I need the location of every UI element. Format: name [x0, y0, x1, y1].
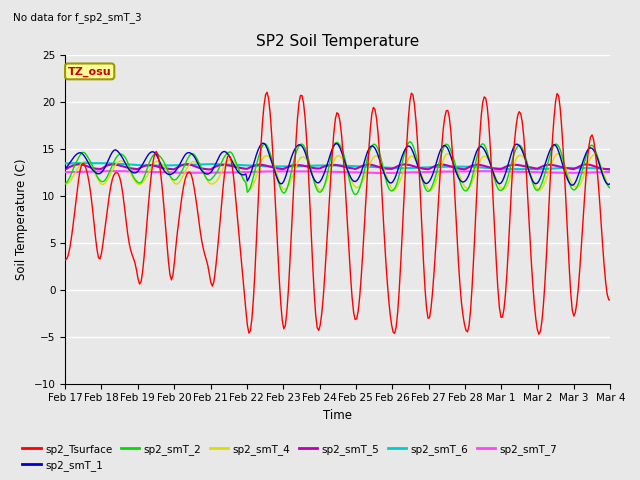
- Line: sp2_smT_1: sp2_smT_1: [65, 143, 611, 185]
- sp2_smT_6: [243, 163, 251, 168]
- sp2_Tsurface: [224, 154, 232, 160]
- sp2_smT_1: [301, 149, 309, 155]
- sp2_smT_5: [577, 163, 585, 168]
- sp2_smT_1: [224, 151, 232, 156]
- sp2_smT_7: [301, 168, 309, 174]
- sp2_smT_7: [225, 169, 233, 175]
- sp2_smT_2: [579, 165, 587, 171]
- sp2_smT_6: [607, 167, 614, 172]
- sp2_smT_7: [243, 169, 251, 175]
- sp2_smT_6: [130, 162, 138, 168]
- sp2_smT_7: [381, 170, 389, 176]
- sp2_smT_6: [301, 163, 309, 169]
- sp2_smT_6: [225, 162, 233, 168]
- Title: SP2 Soil Temperature: SP2 Soil Temperature: [256, 34, 419, 49]
- sp2_smT_1: [568, 182, 576, 188]
- sp2_smT_4: [607, 185, 614, 191]
- sp2_smT_5: [243, 166, 251, 172]
- sp2_Tsurface: [61, 257, 69, 263]
- sp2_smT_2: [224, 150, 232, 156]
- sp2_smT_4: [224, 158, 232, 164]
- sp2_smT_2: [242, 180, 250, 185]
- sp2_smT_1: [61, 166, 69, 172]
- sp2_Tsurface: [607, 297, 614, 303]
- sp2_Tsurface: [251, 269, 259, 275]
- sp2_Tsurface: [301, 115, 309, 120]
- Text: TZ_osu: TZ_osu: [68, 66, 111, 76]
- sp2_smT_1: [128, 169, 136, 175]
- sp2_smT_7: [579, 170, 587, 176]
- sp2_smT_5: [128, 166, 136, 171]
- sp2_smT_4: [428, 187, 435, 193]
- sp2_smT_4: [444, 151, 452, 156]
- Line: sp2_smT_6: sp2_smT_6: [65, 163, 611, 169]
- sp2_smT_2: [607, 185, 614, 191]
- sp2_smT_1: [251, 156, 259, 162]
- sp2_smT_4: [242, 179, 250, 185]
- sp2_smT_6: [81, 160, 89, 166]
- sp2_smT_2: [351, 192, 359, 197]
- sp2_smT_4: [128, 173, 136, 179]
- sp2_smT_7: [61, 169, 69, 175]
- sp2_smT_6: [577, 165, 585, 171]
- sp2_smT_7: [253, 169, 260, 175]
- sp2_Tsurface: [579, 219, 587, 225]
- sp2_smT_5: [183, 161, 191, 167]
- sp2_smT_7: [130, 169, 138, 175]
- Line: sp2_Tsurface: sp2_Tsurface: [65, 92, 611, 334]
- sp2_smT_2: [300, 143, 307, 148]
- sp2_smT_1: [579, 159, 587, 165]
- sp2_smT_6: [61, 161, 69, 167]
- sp2_smT_1: [259, 140, 266, 146]
- sp2_smT_6: [253, 163, 260, 169]
- sp2_Tsurface: [535, 331, 543, 337]
- sp2_smT_5: [253, 162, 260, 168]
- Y-axis label: Soil Temperature (C): Soil Temperature (C): [15, 158, 28, 280]
- Line: sp2_smT_2: sp2_smT_2: [65, 142, 611, 194]
- sp2_smT_4: [251, 178, 259, 183]
- sp2_smT_1: [607, 181, 614, 187]
- sp2_smT_5: [607, 167, 614, 172]
- sp2_smT_5: [225, 163, 233, 168]
- sp2_smT_2: [61, 180, 69, 186]
- Line: sp2_smT_4: sp2_smT_4: [65, 154, 611, 190]
- sp2_smT_2: [128, 171, 136, 177]
- sp2_smT_7: [607, 169, 614, 175]
- sp2_Tsurface: [263, 89, 271, 95]
- Text: No data for f_sp2_smT_3: No data for f_sp2_smT_3: [13, 12, 141, 23]
- sp2_smT_2: [406, 139, 413, 144]
- sp2_smT_4: [579, 175, 587, 181]
- sp2_smT_5: [61, 167, 69, 172]
- sp2_smT_4: [61, 181, 69, 187]
- sp2_smT_5: [301, 163, 309, 169]
- sp2_Tsurface: [242, 307, 250, 313]
- sp2_Tsurface: [128, 252, 136, 257]
- Legend: sp2_Tsurface, sp2_smT_1, sp2_smT_2, sp2_smT_4, sp2_smT_5, sp2_smT_6, sp2_smT_7: sp2_Tsurface, sp2_smT_1, sp2_smT_2, sp2_…: [18, 439, 561, 475]
- Line: sp2_smT_5: sp2_smT_5: [65, 164, 611, 169]
- sp2_smT_4: [300, 154, 307, 160]
- sp2_smT_2: [251, 168, 259, 173]
- Line: sp2_smT_7: sp2_smT_7: [65, 171, 611, 173]
- sp2_smT_1: [242, 171, 250, 177]
- X-axis label: Time: Time: [323, 409, 352, 422]
- sp2_smT_7: [108, 168, 116, 174]
